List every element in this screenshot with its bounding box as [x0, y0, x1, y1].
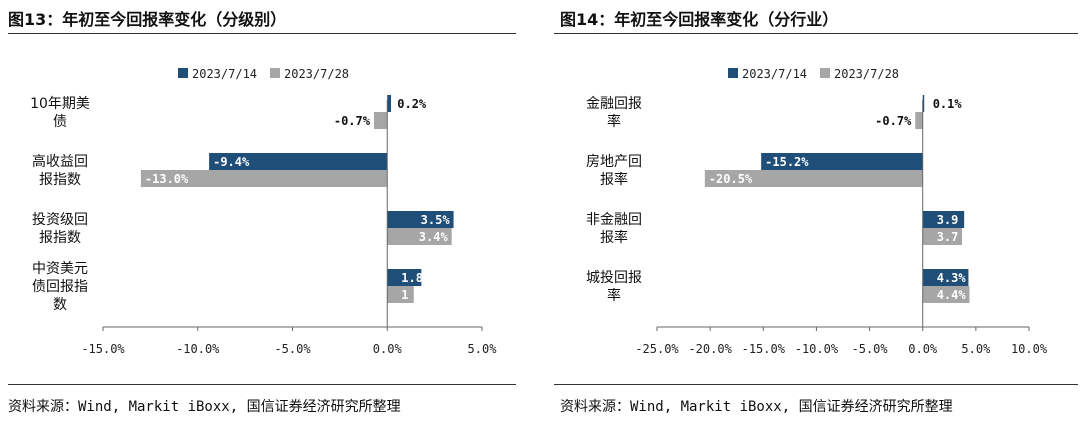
bar — [387, 286, 414, 303]
data-label: 4.4% — [937, 288, 967, 302]
category-label-line: 报指数 — [39, 230, 81, 246]
data-label: -0.7% — [334, 114, 371, 128]
x-tick-label: -15.0% — [81, 342, 125, 356]
bar — [922, 286, 970, 303]
category-label-line: 数 — [53, 297, 67, 313]
x-tick-label: -25.0% — [635, 342, 679, 356]
data-label: -0.7% — [875, 114, 912, 128]
x-tick-label: -20.0% — [688, 342, 732, 356]
category-label-line: 高收益回 — [32, 153, 88, 170]
bar — [922, 211, 965, 228]
bar — [387, 228, 452, 245]
category-label-line: 率 — [607, 287, 621, 304]
data-label: 4.3% — [937, 271, 967, 285]
category-label-line: 投资级回 — [32, 212, 88, 228]
bar — [387, 211, 454, 228]
title-rule — [8, 33, 516, 34]
category-label-line: 债 — [53, 114, 67, 130]
category-label: 非金融回报率 — [586, 212, 642, 246]
category-label-line: 报指数 — [39, 172, 81, 188]
data-label: 1.8 — [401, 271, 423, 285]
source-note: 资料来源：Wind, Markit iBoxx, 国信证券经济研究所整理 — [560, 399, 953, 415]
legend-swatch — [728, 68, 738, 78]
bar — [922, 269, 969, 286]
category-label: 10年期美债 — [30, 96, 90, 130]
legend-swatch — [270, 68, 280, 78]
data-label: 1 — [401, 288, 408, 302]
x-tick-label: -5.0% — [852, 342, 889, 356]
data-label: 3.7 — [937, 230, 959, 244]
data-label: 3.9 — [937, 213, 959, 227]
legend-label: 2023/7/14 — [192, 67, 257, 81]
source-note: 资料来源：Wind, Markit iBoxx, 国信证券经济研究所整理 — [8, 399, 401, 415]
category-label: 城投回报率 — [586, 270, 642, 304]
category-label-line: 非金融回 — [586, 212, 642, 228]
legend-swatch — [178, 68, 188, 78]
figure-title: 图14：年初至今回报率变化（分行业） — [560, 10, 839, 29]
x-tick-label: -10.0% — [795, 342, 839, 356]
chart-panel-by-sector: 图14：年初至今回报率变化（分行业） 2023/7/14 2023/7/28 0.1… — [552, 0, 1080, 422]
category-label-line: 报率 — [600, 171, 628, 188]
x-tick-label: 5.0% — [961, 342, 991, 356]
bar-chart: 2023/7/14 2023/7/280.1%-0.7%金融回报率-15.2%-2… — [586, 67, 1048, 356]
bar-chart: 2023/7/14 2023/7/28 0.2% -0.7% 10年期美债 -9.4% -1… — [30, 67, 498, 356]
x-tick-label: -15.0% — [742, 342, 786, 356]
figure-title: 图13：年初至今回报率变化（分级别） — [8, 10, 287, 29]
category-label: 金融回报率 — [586, 96, 642, 130]
legend-label: 2023/7/28 — [284, 67, 349, 81]
category-label: 投资级回报指数 — [32, 212, 88, 246]
x-tick-label: 10.0% — [1011, 342, 1048, 356]
bar — [373, 112, 388, 129]
data-label: -9.4% — [213, 155, 250, 169]
category-label: 房地产回报率 — [586, 154, 642, 188]
bar — [140, 170, 388, 187]
data-label: 3.5% — [421, 213, 451, 227]
data-label: 3.4% — [419, 230, 449, 244]
x-tick-label: -5.0% — [274, 342, 311, 356]
bar — [704, 170, 923, 187]
category-label-line: 10年期美 — [30, 96, 90, 112]
data-label: 0.1% — [933, 97, 963, 111]
category-label: 中资美元债回报指数 — [32, 261, 88, 313]
data-label: -13.0% — [145, 172, 189, 186]
category-label-line: 金融回报 — [586, 96, 642, 112]
bar — [387, 95, 392, 112]
bar — [761, 153, 923, 170]
category-label-line: 城投回报 — [586, 270, 642, 286]
bar — [209, 153, 388, 170]
legend-swatch — [820, 68, 830, 78]
x-tick-label: 0.0% — [373, 342, 403, 356]
source-rule — [8, 384, 516, 385]
x-tick-label: -10.0% — [176, 342, 220, 356]
category-label-line: 房地产回 — [586, 154, 642, 170]
data-label: -15.2% — [765, 155, 809, 169]
category-label-line: 债回报指 — [32, 279, 88, 295]
title-rule — [554, 33, 1078, 34]
bar — [915, 112, 923, 129]
legend-label: 2023/7/14 — [742, 67, 807, 81]
x-tick-label: 5.0% — [468, 342, 498, 356]
chart-panel-by-rating: 图13：年初至今回报率变化（分级别） 2023/7/14 2023/7/28 0.2… — [0, 0, 520, 422]
data-label: -20.5% — [709, 172, 753, 186]
legend-label: 2023/7/28 — [834, 67, 899, 81]
bar — [922, 228, 963, 245]
data-label: 0.2% — [397, 97, 427, 111]
bar — [387, 269, 422, 286]
x-tick-label: 0.0% — [908, 342, 938, 356]
source-rule — [554, 384, 1078, 385]
category-label-line: 率 — [607, 113, 621, 130]
category-label-line: 报率 — [600, 229, 628, 246]
category-label-line: 中资美元 — [32, 261, 88, 277]
category-label: 高收益回报指数 — [32, 153, 88, 188]
bar — [922, 95, 925, 112]
